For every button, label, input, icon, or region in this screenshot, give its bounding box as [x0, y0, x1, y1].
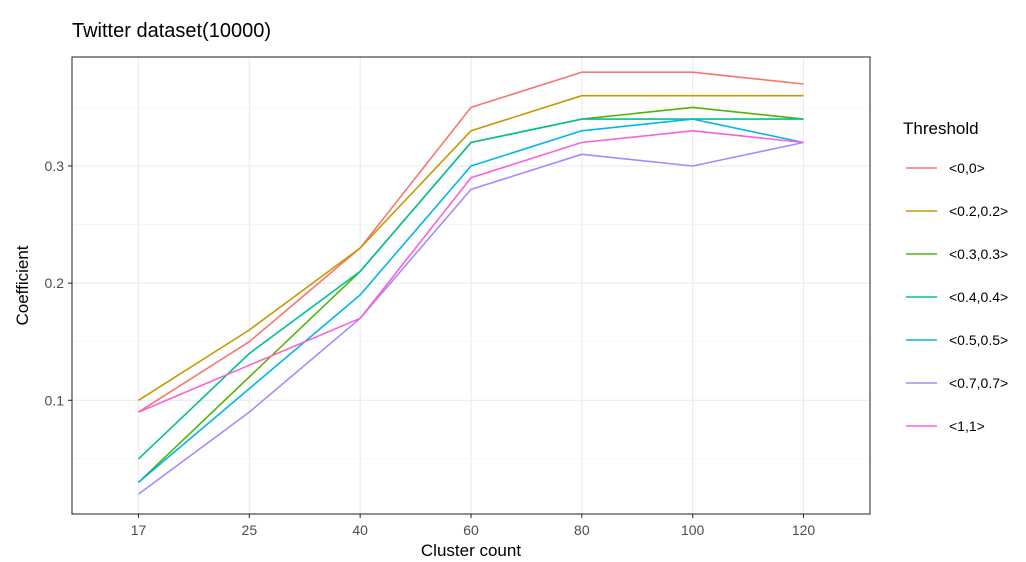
series-lines	[137, 71, 804, 495]
series-line	[137, 118, 804, 484]
x-tick-label: 100	[681, 522, 705, 538]
legend-title: Threshold	[903, 119, 979, 138]
chart-title: Twitter dataset(10000)	[72, 20, 271, 42]
legend-label: <0.2,0.2>	[949, 203, 1008, 219]
series-line	[138, 141, 804, 495]
legend-label: <0.4,0.4>	[949, 289, 1008, 305]
x-tick-label: 80	[574, 522, 590, 538]
y-axis-title: Coefficient	[13, 245, 32, 325]
x-tick-label: 17	[131, 522, 147, 538]
x-tick-label: 40	[352, 522, 368, 538]
x-tick-label: 120	[792, 522, 816, 538]
series-line	[138, 71, 804, 413]
plot-panel	[71, 56, 871, 515]
y-tick-label: 0.1	[45, 392, 65, 408]
legend-label: <0.7,0.7>	[949, 375, 1008, 391]
series-line	[138, 130, 804, 413]
x-axis: 17 25 40 60 80 100 120	[131, 514, 816, 538]
legend-label: <1,1>	[949, 418, 985, 434]
major-gridlines	[72, 57, 870, 514]
x-axis-title: Cluster count	[421, 541, 521, 560]
series-line	[138, 94, 804, 401]
legend: Threshold <0,0> <0.2,0.2> <0.3,0.3> <0.4,0.…	[903, 119, 1008, 434]
x-tick-label: 60	[463, 522, 479, 538]
legend-label: <0,0>	[949, 160, 985, 176]
y-tick-label: 0.2	[45, 275, 65, 291]
legend-label: <0.3,0.3>	[949, 246, 1008, 262]
y-tick-label: 0.3	[45, 158, 65, 174]
y-axis: 0.1 0.2 0.3	[45, 158, 72, 408]
legend-label: <0.5,0.5>	[949, 332, 1008, 348]
x-tick-label: 25	[242, 522, 258, 538]
